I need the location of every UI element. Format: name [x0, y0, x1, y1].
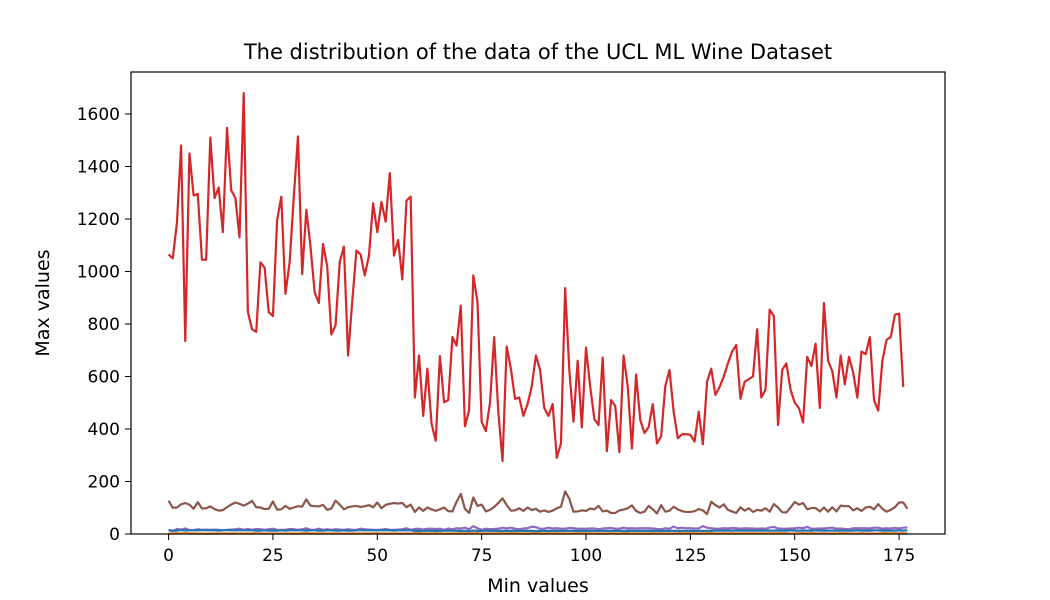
y-tick-label: 400 [88, 420, 120, 440]
y-tick-label: 1000 [77, 263, 120, 283]
y-tick-label: 1400 [77, 158, 120, 178]
x-tick-label: 175 [883, 546, 915, 566]
x-tick-label: 50 [366, 546, 388, 566]
x-tick-label: 25 [262, 546, 284, 566]
y-tick-label: 600 [88, 368, 120, 388]
axes-frame [130, 71, 946, 535]
x-tick-label: 150 [778, 546, 810, 566]
y-tick-label: 1200 [77, 210, 120, 230]
y-tick-label: 1600 [77, 105, 120, 125]
x-axis-label: Min values [487, 575, 589, 597]
y-tick-label: 0 [109, 525, 120, 545]
series-line-3 [168, 525, 908, 533]
x-tick-label: 0 [163, 546, 174, 566]
series-line-1 [167, 91, 905, 463]
series-line-2 [167, 490, 909, 516]
y-axis-label: Max values [32, 249, 54, 356]
series-line-5 [168, 528, 908, 533]
y-tick-label: 800 [88, 315, 120, 335]
x-tick-label: 100 [570, 546, 602, 566]
chart-title: The distribution of the data of the UCL … [243, 40, 832, 64]
y-tick-label: 200 [88, 473, 120, 493]
axes-layer: 0 25 50 75 100 125 150 175 0 200 400 600 800 1000 1200… [77, 105, 916, 566]
x-tick-label: 125 [674, 546, 706, 566]
x-tick-label: 75 [471, 546, 493, 566]
